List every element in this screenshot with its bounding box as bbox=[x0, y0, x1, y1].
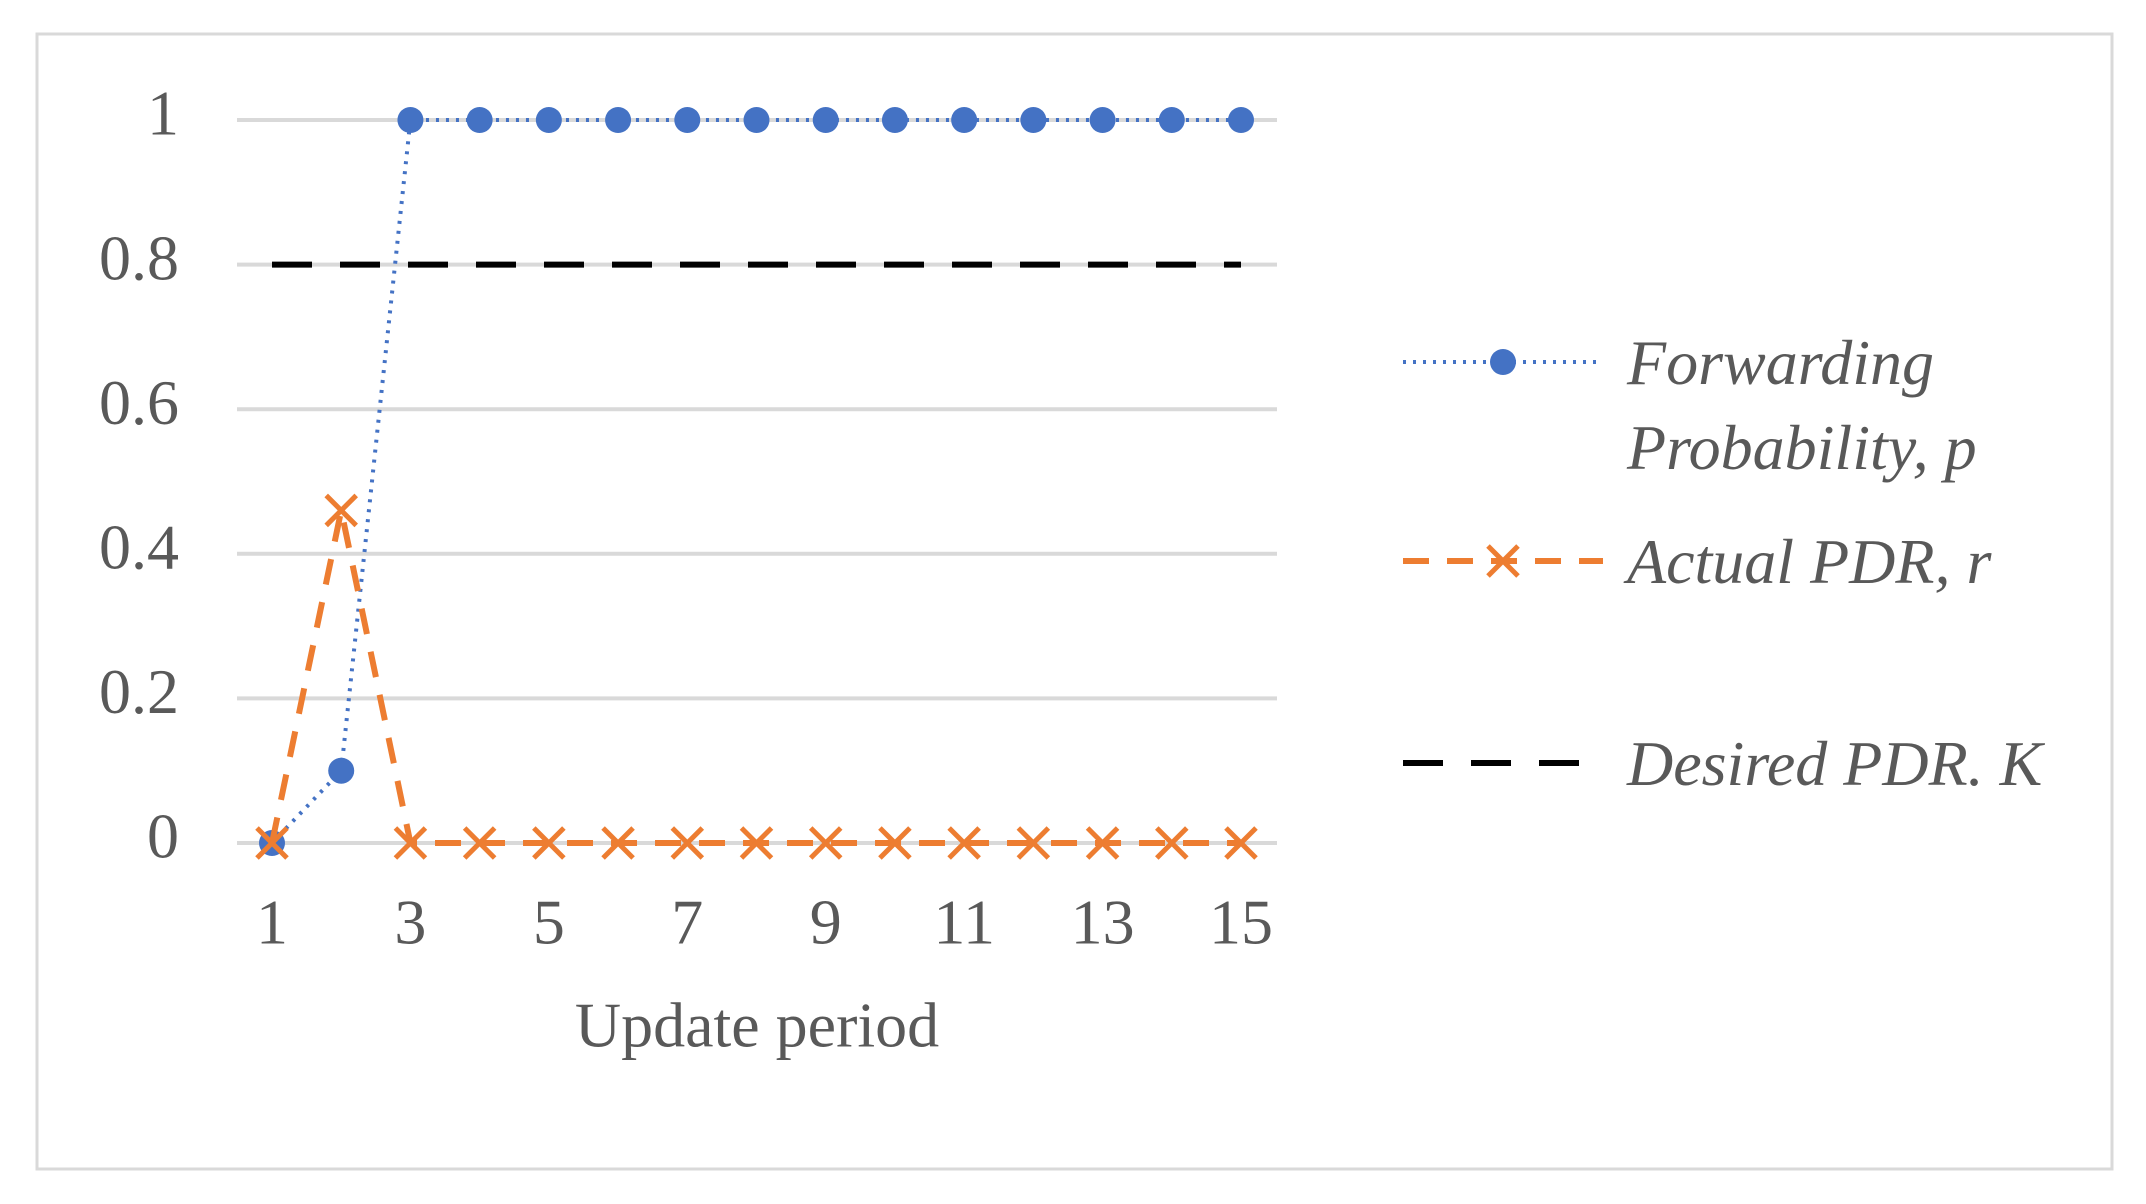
point-stroke bbox=[739, 826, 774, 860]
y-tick-label: 0.4 bbox=[99, 511, 179, 582]
point bbox=[743, 107, 770, 133]
point bbox=[1158, 107, 1185, 133]
legend-label: Actual PDR, r bbox=[1627, 526, 1992, 597]
y-tick-label: 0.2 bbox=[99, 656, 179, 727]
point-stroke bbox=[947, 826, 981, 860]
point bbox=[532, 826, 566, 860]
point bbox=[1228, 107, 1254, 133]
point bbox=[328, 757, 355, 784]
point bbox=[466, 107, 493, 133]
point bbox=[951, 107, 978, 133]
point-stroke bbox=[255, 826, 289, 860]
point bbox=[808, 826, 843, 860]
point-stroke bbox=[1486, 544, 1520, 578]
x-tick-label: 9 bbox=[810, 887, 842, 958]
point bbox=[947, 826, 981, 860]
point bbox=[674, 107, 701, 133]
point bbox=[601, 826, 635, 860]
point-stroke bbox=[462, 826, 497, 860]
point bbox=[1016, 826, 1051, 860]
legend-label: Forwarding Probability, p bbox=[1627, 327, 1977, 483]
x-tick-label: 15 bbox=[1209, 887, 1273, 958]
point-stroke bbox=[1085, 826, 1120, 860]
point bbox=[324, 493, 358, 528]
point-stroke bbox=[878, 826, 912, 860]
point-stroke bbox=[1155, 826, 1189, 860]
point-stroke bbox=[324, 493, 358, 528]
point bbox=[1490, 349, 1516, 375]
point-stroke bbox=[808, 826, 843, 860]
point bbox=[1486, 544, 1520, 578]
chart-border bbox=[35, 32, 2114, 1171]
x-tick-label: 5 bbox=[533, 887, 565, 958]
x-tick-label: 7 bbox=[671, 887, 703, 958]
point bbox=[881, 107, 908, 133]
x-tick-label: 13 bbox=[1071, 887, 1135, 958]
point bbox=[812, 107, 839, 133]
y-tick-label: 0.6 bbox=[99, 367, 179, 438]
point bbox=[397, 107, 424, 133]
point bbox=[670, 826, 705, 860]
point bbox=[255, 826, 289, 860]
y-tick-label: 1 bbox=[147, 78, 179, 149]
point bbox=[605, 107, 632, 133]
point bbox=[1089, 107, 1116, 133]
point-stroke bbox=[1224, 826, 1258, 860]
y-tick-label: 0.8 bbox=[99, 222, 179, 293]
point bbox=[1085, 826, 1120, 860]
y-tick-label: 0 bbox=[147, 801, 179, 872]
point-stroke bbox=[1016, 826, 1051, 860]
point-stroke bbox=[393, 826, 428, 860]
point-stroke bbox=[532, 826, 566, 860]
x-axis-label: Update period bbox=[575, 990, 939, 1061]
x-tick-label: 11 bbox=[933, 887, 995, 958]
point bbox=[1020, 107, 1047, 133]
point bbox=[739, 826, 774, 860]
x-tick-label: 1 bbox=[256, 887, 288, 958]
point bbox=[878, 826, 912, 860]
point bbox=[1155, 826, 1189, 860]
x-tick-label: 3 bbox=[394, 887, 426, 958]
point bbox=[462, 826, 497, 860]
point-stroke bbox=[670, 826, 705, 860]
point bbox=[393, 826, 428, 860]
point bbox=[535, 107, 562, 133]
legend-label: Desired PDR. K bbox=[1627, 728, 2043, 799]
point-stroke bbox=[601, 826, 635, 860]
point bbox=[1224, 826, 1258, 860]
